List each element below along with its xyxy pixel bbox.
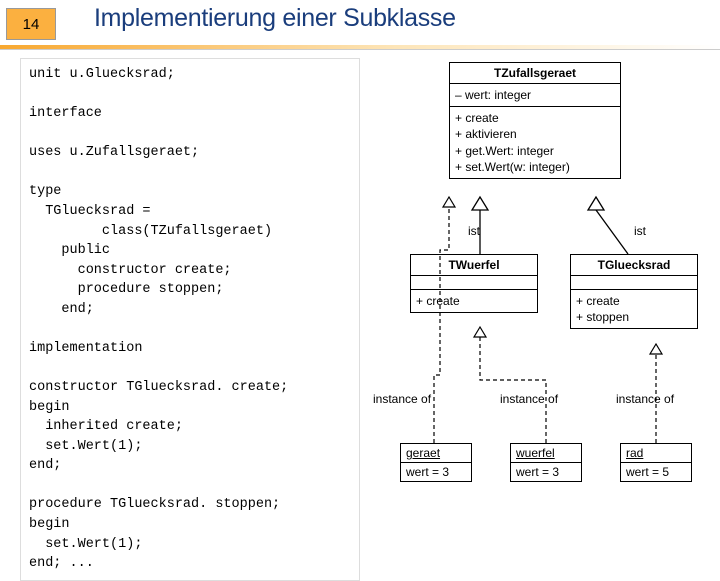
header-rule-thin	[0, 49, 720, 50]
label-instanceof-2: instance of	[500, 392, 558, 406]
code-listing: unit u.Gluecksrad; interface uses u.Zufa…	[20, 58, 360, 581]
object-name: wuerfel	[511, 444, 581, 463]
class-ops: + create + aktivieren + get.Wert: intege…	[450, 107, 620, 178]
page-title: Implementierung einer Subklasse	[94, 4, 456, 33]
object-value: wert = 3	[401, 463, 471, 481]
object-wuerfel: wuerfel wert = 3	[510, 443, 582, 482]
class-name: TWuerfel	[411, 255, 537, 276]
class-name: TGluecksrad	[571, 255, 697, 276]
object-value: wert = 5	[621, 463, 691, 481]
class-attrs: – wert: integer	[450, 84, 620, 107]
class-tzufallsgeraet: TZufallsgeraet – wert: integer + create …	[449, 62, 621, 179]
class-empty	[411, 276, 537, 290]
class-ops: + create	[411, 290, 537, 312]
class-empty	[571, 276, 697, 290]
class-twuerfel: TWuerfel + create	[410, 254, 538, 313]
class-ops: + create + stoppen	[571, 290, 697, 328]
object-value: wert = 3	[511, 463, 581, 481]
label-ist-right: ist	[634, 224, 646, 238]
object-rad: rad wert = 5	[620, 443, 692, 482]
object-name: geraet	[401, 444, 471, 463]
label-instanceof-3: instance of	[616, 392, 674, 406]
header: 14 Implementierung einer Subklasse	[0, 0, 720, 40]
object-geraet: geraet wert = 3	[400, 443, 472, 482]
label-instanceof-1: instance of	[373, 392, 431, 406]
class-tgluecksrad: TGluecksrad + create + stoppen	[570, 254, 698, 329]
label-ist-left: ist	[468, 224, 480, 238]
page-number: 14	[6, 8, 56, 40]
class-name: TZufallsgeraet	[450, 63, 620, 84]
object-name: rad	[621, 444, 691, 463]
